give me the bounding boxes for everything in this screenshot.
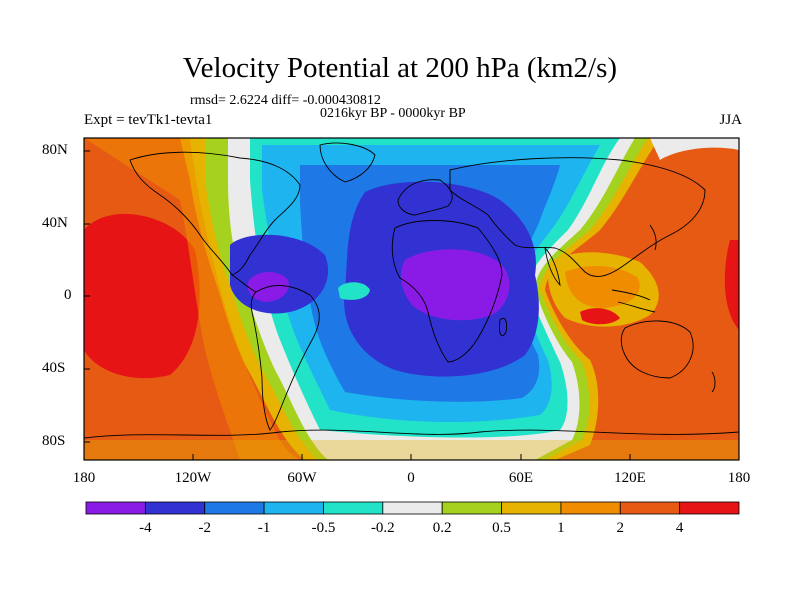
colorbar [85, 501, 740, 515]
lat-label: 80N [42, 142, 68, 158]
coastline-north-america [129, 151, 301, 276]
colorbar-swatch [619, 501, 681, 515]
coastline-antarctica [84, 429, 739, 439]
coastline-south-america [250, 285, 320, 431]
colorbar-swatch [263, 501, 324, 515]
season-label: JJA [719, 112, 742, 128]
colorbar-swatch [501, 501, 562, 515]
coastline-australia [620, 320, 694, 379]
contour-band [84, 440, 739, 460]
colorbar-label: 2 [616, 520, 625, 536]
colorbar-label: 0.2 [432, 520, 452, 536]
colorbar-label: -0.2 [370, 520, 395, 536]
contour-band [724, 240, 739, 330]
colorbar-label: 4 [675, 520, 684, 536]
coastline-madagascar [499, 317, 508, 337]
colorbar-swatch [382, 501, 443, 515]
lon-label: 60W [287, 470, 317, 486]
lat-label: 0 [64, 287, 72, 303]
lon-label: 0 [407, 470, 415, 486]
lon-label: 120E [614, 470, 646, 486]
colorbar-swatch [441, 501, 502, 515]
contour-band [565, 266, 640, 308]
lon-label: 180 [727, 470, 751, 486]
contour-band [650, 138, 739, 160]
period-text: 0216kyr BP - 0000kyr BP [320, 106, 466, 121]
contour-field [84, 138, 739, 460]
colorbar-swatch [560, 501, 621, 515]
coastline-central-america [231, 274, 257, 293]
contour-band [580, 308, 620, 325]
coastline-japan [649, 224, 657, 251]
stats-text: rmsd= 2.6224 diff= -0.000430812 [190, 93, 381, 108]
axis-ticks [83, 150, 740, 460]
lon-label: 120W [174, 470, 212, 486]
colorbar-swatch [204, 501, 265, 515]
colorbar-label: -0.5 [311, 520, 336, 536]
coastline-new-zealand [711, 371, 716, 393]
colorbar-label: -4 [139, 520, 152, 536]
colorbar-label: -2 [198, 520, 211, 536]
coastline-maritime-continent [611, 289, 656, 313]
coastlines [84, 142, 739, 439]
contour-band [338, 282, 370, 300]
colorbar-label: 0.5 [492, 520, 511, 536]
colorbar-swatch [323, 501, 384, 515]
experiment-label: Expt = tevTk1-tevta1 [84, 112, 213, 128]
colorbar-label: -1 [257, 520, 271, 536]
colorbar-swatch [679, 501, 740, 515]
colorbar-swatch [144, 501, 206, 515]
coastline-asia [449, 157, 706, 277]
coastline-greenland [319, 142, 376, 183]
map-title: Velocity Potential at 200 hPa (km2/s) [182, 52, 618, 84]
coastline-africa [391, 220, 503, 363]
contour-band [84, 138, 300, 460]
lat-label: 40N [42, 215, 68, 231]
lat-label: 80S [42, 433, 66, 449]
coastline-europe [397, 179, 453, 216]
lat-label: 40S [42, 360, 66, 376]
contour-band [84, 213, 200, 379]
lon-label: 60E [508, 470, 534, 486]
colorbar-swatch [85, 501, 146, 515]
colorbar-label: 1 [557, 520, 565, 536]
coastline-india [544, 246, 561, 287]
contour-band [400, 249, 510, 321]
lon-label: 180 [72, 470, 96, 486]
